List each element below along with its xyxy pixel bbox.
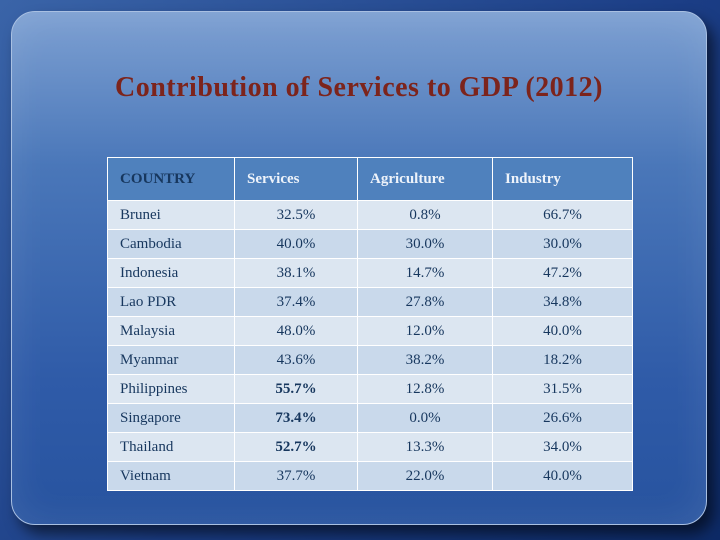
services-cell: 73.4% xyxy=(234,403,358,433)
column-header-industry: Industry xyxy=(492,157,633,201)
industry-cell: 40.0% xyxy=(492,461,633,491)
agriculture-cell: 27.8% xyxy=(357,287,493,317)
agriculture-cell: 0.8% xyxy=(357,200,493,230)
table-row: Philippines 55.7% 12.8% 31.5% xyxy=(107,374,633,404)
industry-cell: 18.2% xyxy=(492,345,633,375)
table-row: Indonesia 38.1% 14.7% 47.2% xyxy=(107,258,633,288)
services-cell: 55.7% xyxy=(234,374,358,404)
services-cell: 43.6% xyxy=(234,345,358,375)
industry-cell: 34.8% xyxy=(492,287,633,317)
table-row: Lao PDR 37.4% 27.8% 34.8% xyxy=(107,287,633,317)
country-cell: Vietnam xyxy=(107,461,235,491)
country-cell: Cambodia xyxy=(107,229,235,259)
services-cell: 32.5% xyxy=(234,200,358,230)
industry-cell: 66.7% xyxy=(492,200,633,230)
gdp-contribution-table: COUNTRY Services Agriculture Industry Br… xyxy=(107,157,633,491)
slide-title: Contribution of Services to GDP (2012) xyxy=(115,72,603,103)
services-cell: 38.1% xyxy=(234,258,358,288)
agriculture-cell: 0.0% xyxy=(357,403,493,433)
services-cell: 37.4% xyxy=(234,287,358,317)
table-row: Vietnam 37.7% 22.0% 40.0% xyxy=(107,461,633,491)
table-row: Cambodia 40.0% 30.0% 30.0% xyxy=(107,229,633,259)
agriculture-cell: 14.7% xyxy=(357,258,493,288)
country-cell: Myanmar xyxy=(107,345,235,375)
country-cell: Singapore xyxy=(107,403,235,433)
agriculture-cell: 12.0% xyxy=(357,316,493,346)
industry-cell: 34.0% xyxy=(492,432,633,462)
country-cell: Brunei xyxy=(107,200,235,230)
industry-cell: 26.6% xyxy=(492,403,633,433)
column-header-services: Services xyxy=(234,157,358,201)
column-header-country: COUNTRY xyxy=(107,157,235,201)
agriculture-cell: 22.0% xyxy=(357,461,493,491)
industry-cell: 47.2% xyxy=(492,258,633,288)
table-header: COUNTRY Services Agriculture Industry xyxy=(107,157,633,201)
country-cell: Indonesia xyxy=(107,258,235,288)
country-cell: Philippines xyxy=(107,374,235,404)
industry-cell: 40.0% xyxy=(492,316,633,346)
slide-panel: Contribution of Services to GDP (2012) C… xyxy=(11,11,707,525)
services-cell: 40.0% xyxy=(234,229,358,259)
table-row: Brunei 32.5% 0.8% 66.7% xyxy=(107,200,633,230)
services-cell: 37.7% xyxy=(234,461,358,491)
table-row: Malaysia 48.0% 12.0% 40.0% xyxy=(107,316,633,346)
column-header-agriculture: Agriculture xyxy=(357,157,493,201)
table-header-row: COUNTRY Services Agriculture Industry xyxy=(107,157,633,201)
agriculture-cell: 38.2% xyxy=(357,345,493,375)
agriculture-cell: 12.8% xyxy=(357,374,493,404)
industry-cell: 30.0% xyxy=(492,229,633,259)
table-row: Singapore 73.4% 0.0% 26.6% xyxy=(107,403,633,433)
country-cell: Thailand xyxy=(107,432,235,462)
services-cell: 48.0% xyxy=(234,316,358,346)
agriculture-cell: 13.3% xyxy=(357,432,493,462)
country-cell: Malaysia xyxy=(107,316,235,346)
country-cell: Lao PDR xyxy=(107,287,235,317)
table-row: Thailand 52.7% 13.3% 34.0% xyxy=(107,432,633,462)
industry-cell: 31.5% xyxy=(492,374,633,404)
agriculture-cell: 30.0% xyxy=(357,229,493,259)
table-row: Myanmar 43.6% 38.2% 18.2% xyxy=(107,345,633,375)
table-body: Brunei 32.5% 0.8% 66.7% Cambodia 40.0% 30.0% 30… xyxy=(107,200,633,491)
services-cell: 52.7% xyxy=(234,432,358,462)
